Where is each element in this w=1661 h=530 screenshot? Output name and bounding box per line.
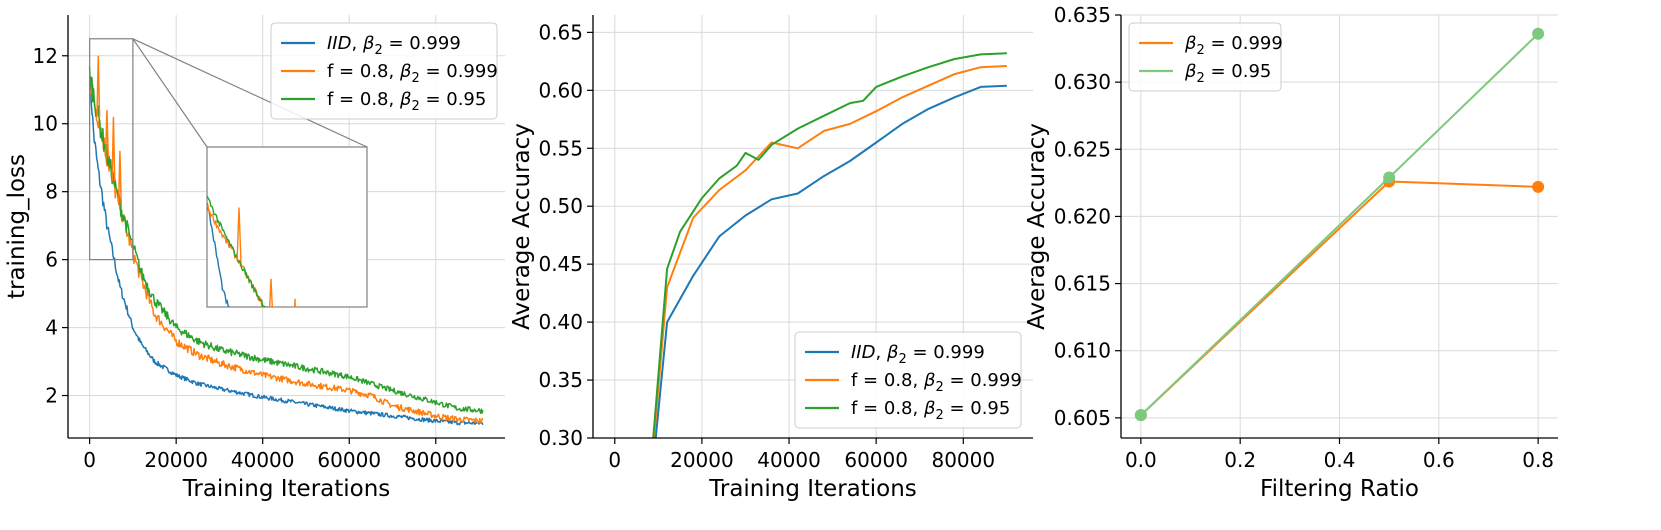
x-tick-label: 40000 [757, 448, 821, 472]
x-tick-label: 0.6 [1423, 448, 1455, 472]
y-axis-label: training_loss [4, 154, 30, 299]
series-group [88, 55, 484, 426]
y-tick-label: 6 [45, 248, 58, 272]
series-line [654, 84, 1007, 438]
loss-spike [96, 55, 101, 117]
y-tick-label: 0.55 [538, 136, 583, 160]
y-tick-label: 4 [45, 316, 58, 340]
legend: β2 = 0.999 β2 = 0.95 [1128, 22, 1283, 92]
chart-1: 0 20000 40000 60000 80000 2 4 6 8 10 12 Training It… [4, 15, 505, 502]
loss-spike [104, 110, 109, 158]
x-tick-label: 0.0 [1125, 448, 1157, 472]
x-axis-label: Training Iterations [182, 476, 391, 502]
x-tick-label: 0 [83, 448, 96, 472]
series-line [88, 78, 484, 426]
y-tick-label: 0.610 [1054, 339, 1111, 363]
y-tick-label: 0.40 [538, 310, 583, 334]
y-tick-label: 0.65 [538, 20, 583, 44]
zoom-connector [132, 38, 208, 148]
zoom-inset-box [206, 146, 368, 308]
loss-spike [111, 116, 116, 182]
y-tick-label: 10 [33, 112, 58, 136]
y-tick-label: 0.45 [538, 252, 583, 276]
legend-frame [1128, 22, 1282, 92]
x-axis-label: Training Iterations [708, 476, 917, 502]
legend-frame [270, 22, 498, 120]
series-line [652, 52, 1007, 438]
data-point [1532, 180, 1545, 193]
zoom-series-line [207, 195, 269, 307]
series-line [652, 65, 1007, 438]
legend: IID, β2 = 0.999 f = 0.8, β2 = 0.999 f = 0.… [270, 22, 498, 120]
x-tick-label: 80000 [404, 448, 468, 472]
y-tick-label: 0.605 [1054, 406, 1111, 430]
y-tick-label: 0.35 [538, 368, 583, 392]
series-line [88, 66, 484, 414]
zoom-inset [89, 38, 368, 308]
legend-label: IID, β2 = 0.999 [327, 33, 461, 58]
y-axis-label: Average Accuracy [509, 123, 535, 330]
y-tick-label: 2 [45, 384, 58, 408]
zoom-source-box [89, 38, 134, 261]
x-tick-label: 80000 [931, 448, 995, 472]
y-tick-label: 0.620 [1054, 204, 1111, 228]
legend-label: f = 0.8, β2 = 0.95 [327, 89, 486, 114]
y-tick-label: 8 [45, 180, 58, 204]
legend-label: β2 = 0.999 [1184, 33, 1283, 58]
series-line [88, 83, 484, 424]
y-tick-label: 0.50 [538, 194, 583, 218]
y-tick-label: 0.625 [1054, 137, 1111, 161]
zoom-spike [236, 207, 242, 262]
data-point [1383, 171, 1396, 184]
legend-label: IID, β2 = 0.999 [851, 342, 985, 367]
y-tick-label: 0.630 [1054, 70, 1111, 94]
legend-label: β2 = 0.95 [1184, 61, 1271, 86]
legend: IID, β2 = 0.999 f = 0.8, β2 = 0.999 f = 0.… [794, 331, 1022, 429]
zoom-spike [294, 298, 296, 307]
x-tick-label: 0 [608, 448, 621, 472]
x-tick-label: 20000 [144, 448, 208, 472]
x-tick-label: 60000 [844, 448, 908, 472]
legend-frame [794, 331, 1022, 429]
chart-3: 0.0 0.2 0.4 0.6 0.8 0.605 0.610 0.615 0.620 0.625… [1024, 3, 1558, 502]
y-tick-label: 12 [33, 44, 58, 68]
x-tick-label: 40000 [231, 448, 295, 472]
loss-spike [117, 150, 122, 206]
legend-label: f = 0.8, β2 = 0.999 [851, 370, 1022, 395]
y-tick-label: 0.635 [1054, 3, 1111, 27]
y-tick-label: 0.615 [1054, 272, 1111, 296]
data-point [1134, 409, 1147, 422]
y-tick-label: 0.30 [538, 426, 583, 450]
y-axis-label: Average Accuracy [1024, 123, 1050, 330]
x-tick-label: 0.8 [1522, 448, 1554, 472]
x-tick-label: 60000 [317, 448, 381, 472]
legend-label: f = 0.8, β2 = 0.95 [851, 398, 1010, 423]
zoom-connector [132, 38, 368, 148]
zoom-series-group [207, 195, 296, 307]
x-tick-label: 20000 [670, 448, 734, 472]
series-group [1134, 27, 1545, 422]
x-tick-label: 0.2 [1224, 448, 1256, 472]
data-point [1532, 27, 1545, 40]
legend-label: f = 0.8, β2 = 0.999 [327, 61, 498, 86]
zoom-spike [269, 278, 273, 307]
x-axis-label: Filtering Ratio [1260, 476, 1419, 502]
chart-2: 0 20000 40000 60000 80000 0.30 0.35 0.40 0.45 0.5… [509, 15, 1033, 502]
y-tick-label: 0.60 [538, 78, 583, 102]
series-group [652, 52, 1007, 438]
x-tick-label: 0.4 [1324, 448, 1356, 472]
